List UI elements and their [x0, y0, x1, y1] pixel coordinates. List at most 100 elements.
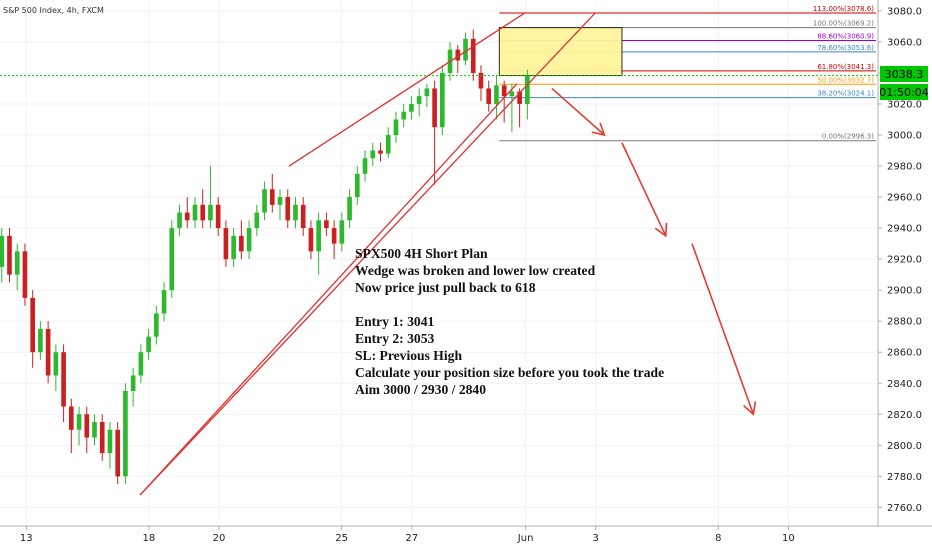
fib-level-label: 50.00%(3032.7) [817, 76, 874, 84]
y-tick-label: 2900.0 [887, 286, 922, 297]
x-tick-label: 10 [782, 533, 795, 544]
candle-body [68, 406, 74, 430]
candle-body [169, 228, 175, 291]
candle-body [316, 220, 321, 252]
candle-body [161, 290, 167, 314]
y-tick-label: 3020.0 [887, 99, 922, 110]
candle-body [184, 212, 190, 221]
y-tick-label: 3080.0 [887, 6, 922, 17]
candle-body [123, 391, 128, 477]
candle-body [254, 212, 260, 229]
candle-body [154, 313, 159, 337]
fib-level-label: 88.60%(3060.9) [817, 32, 874, 40]
x-axis: 13 18 20 25 27 Jun 3 8 10 [20, 526, 795, 544]
trendline [139, 11, 597, 496]
price-badge: 3038.3 01:50:04 [879, 66, 929, 100]
candle-body [486, 88, 492, 104]
price-badge-value: 3038.3 [885, 68, 924, 81]
chart-title: S&P 500 Index, 4h, FXCM [3, 6, 104, 15]
candle-body [192, 204, 198, 221]
projection-arrows [551, 87, 757, 416]
x-tick-label: 3 [592, 533, 598, 544]
projection-arrow-shaft [621, 142, 667, 237]
y-tick-label: 2980.0 [887, 162, 922, 173]
x-tick-label: 8 [715, 533, 721, 544]
y-tick-label: 2940.0 [887, 224, 922, 235]
fib-level-label: 113.00%(3078.6) [813, 5, 874, 13]
candle-body [463, 38, 468, 61]
candle-body [285, 197, 291, 221]
candle-body [509, 91, 515, 97]
projection-arrow-head [743, 401, 757, 416]
candle-body [362, 158, 368, 174]
x-tick-label: 18 [143, 533, 156, 544]
candle-body [347, 197, 352, 221]
candle-body [262, 189, 267, 213]
y-tick-label: 2760.0 [887, 503, 922, 514]
candle-body [231, 235, 236, 260]
candle-body [138, 352, 144, 376]
y-tick-label: 2820.0 [887, 410, 922, 421]
candle-body [269, 189, 275, 205]
candle-body [115, 429, 121, 477]
candle-body [501, 85, 507, 97]
candle-body [409, 103, 414, 112]
candle-body [84, 414, 90, 438]
candle-body [246, 228, 252, 252]
fibonacci-labels: 113.00%(3078.6) 100.00%(3069.2) 88.60%(306… [813, 5, 874, 141]
fib-level-label: 61.80%(3041.3) [817, 63, 874, 71]
candle-body [45, 328, 51, 376]
y-tick-label: 2800.0 [887, 441, 922, 452]
x-tick-label: 20 [213, 533, 226, 544]
candle-body [339, 220, 345, 244]
candle-body [223, 228, 229, 260]
candle-body [177, 212, 182, 229]
candle-body [239, 235, 244, 252]
y-tick-label: 2880.0 [887, 317, 922, 328]
candle-body [277, 197, 283, 205]
candle-body [293, 204, 298, 221]
trendlines [139, 11, 597, 496]
countdown-badge-value: 01:50:04 [879, 86, 928, 99]
y-tick-label: 3000.0 [887, 130, 922, 141]
candle-body [7, 235, 12, 275]
fib-level-label: 38.20%(3024.1) [817, 90, 874, 98]
candle-body [416, 96, 422, 104]
annotation-line-1: SPX500 4H Short Plan [355, 246, 488, 261]
candle-body [208, 204, 213, 221]
y-tick-label: 2920.0 [887, 255, 922, 266]
candle-body [215, 204, 221, 229]
candle-body [470, 38, 476, 73]
candle-body [525, 76, 530, 104]
candle-body [200, 204, 206, 221]
target-zone-box [498, 27, 623, 77]
candle-body [354, 173, 360, 198]
x-tick-label: Jun [517, 533, 534, 544]
y-tick-label: 2960.0 [887, 193, 922, 204]
annotation-line-2: Wedge was broken and lower low created [355, 263, 596, 278]
target-zone [498, 27, 623, 77]
candle-body [107, 429, 113, 454]
annotation-line-6: Entry 2: 3053 [355, 331, 434, 346]
candle-body [38, 328, 43, 353]
annotation-line-8: Calculate your position size before you … [355, 365, 664, 380]
candle-body [53, 352, 59, 376]
candle-body [378, 150, 383, 154]
candle-body [440, 72, 445, 128]
trendline [288, 11, 526, 167]
trendline [139, 83, 518, 496]
price-badge-bg [880, 66, 928, 82]
candle-body [455, 49, 461, 61]
candle-body [30, 297, 35, 353]
countdown-badge-bg [880, 84, 928, 100]
x-tick-label: 25 [335, 533, 348, 544]
fib-level-label: 0.00%(2996.3) [822, 133, 874, 141]
candle-body [478, 72, 484, 89]
candle-body [92, 422, 97, 438]
grid [0, 0, 876, 526]
candle-body [0, 235, 5, 267]
y-tick-label: 2780.0 [887, 472, 922, 483]
y-tick-label: 3060.0 [887, 37, 922, 48]
